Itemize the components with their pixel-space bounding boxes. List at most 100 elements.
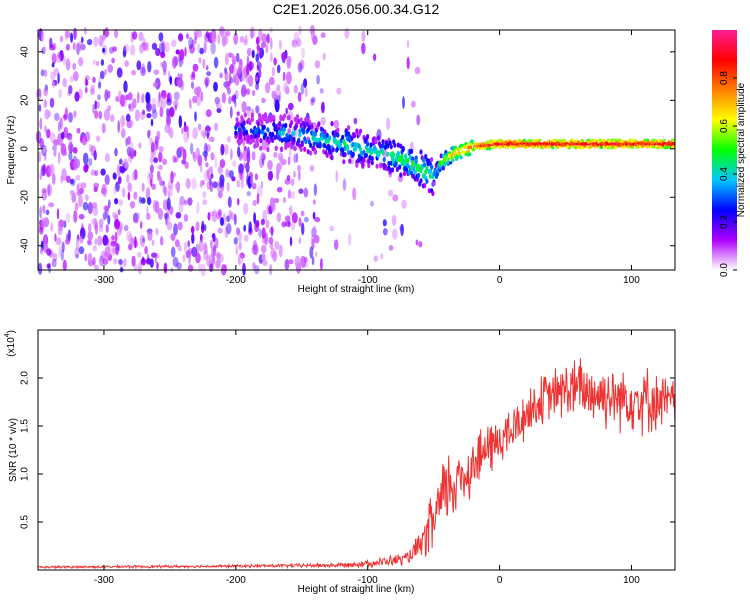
spectrogram-cell <box>74 91 80 102</box>
spectrogram-cell <box>110 243 116 256</box>
spectrogram-cell <box>313 148 317 155</box>
spectrogram-cell <box>345 136 349 142</box>
spectrogram-cell <box>118 258 123 265</box>
spectrogram-cell <box>251 244 258 255</box>
spectrogram-y-ticks: -40 -20 0 20 40 <box>20 46 675 253</box>
spectrogram-cell <box>104 152 111 163</box>
spectrogram-cell <box>39 206 42 219</box>
spectrogram-cell <box>658 142 660 146</box>
spectrogram-cell <box>352 187 357 201</box>
spectrogram-cell <box>162 199 169 211</box>
spectrogram-cell <box>376 135 380 141</box>
spectrogram-cell <box>375 163 379 169</box>
spectrogram-cell <box>176 262 182 270</box>
spectrogram-cell <box>137 212 141 220</box>
spectrogram-cell <box>178 146 185 152</box>
spectrogram-cell <box>65 58 71 71</box>
spectrogram-cell <box>239 252 245 259</box>
spectrogram-cell <box>446 160 450 164</box>
spectrogram-cell <box>230 212 235 221</box>
spectrogram-cell <box>261 253 266 261</box>
spectrogram-cell <box>293 84 298 94</box>
spectrogram-cell <box>320 32 326 38</box>
spectrogram-cell <box>202 150 209 157</box>
spectrogram-cell <box>187 240 190 248</box>
spectrogram-cell <box>95 60 100 67</box>
spectrogram-cell <box>46 248 52 256</box>
spectrogram-cell <box>373 255 379 262</box>
spectrogram-cell <box>129 148 135 159</box>
spectrogram-cell <box>347 150 351 156</box>
spectrogram-cell <box>292 39 298 48</box>
spectrogram-cell <box>81 36 84 44</box>
spectrogram-cell <box>590 142 593 146</box>
spectrogram-cell <box>612 142 614 146</box>
spectrogram-cell <box>575 142 577 146</box>
spectrogram-cell <box>152 199 158 212</box>
spectrogram-cell <box>399 143 403 149</box>
spectrogram-cell <box>238 254 244 265</box>
spectrogram-cell <box>265 82 271 94</box>
spectrogram-ylabel: Frequency (Hz) <box>6 116 17 185</box>
spectrogram-cell <box>60 175 64 184</box>
spectrogram-cell <box>329 225 335 232</box>
spectrogram-cell <box>291 212 298 224</box>
spectrogram-cell <box>166 216 171 224</box>
spectrogram-cell <box>304 216 309 223</box>
spectrogram-cell <box>312 141 316 147</box>
spectrogram-cell <box>639 144 643 148</box>
spectrogram-cell <box>244 129 249 136</box>
spectrogram-cell <box>225 168 230 178</box>
spectrogram-cell <box>175 49 180 55</box>
spectrogram-cell <box>105 237 110 246</box>
spectrogram-cell <box>206 65 209 71</box>
spectrogram-cell <box>153 69 160 75</box>
spectrogram-cell <box>252 262 256 270</box>
spectrogram-cell <box>187 197 193 206</box>
spectrogram-cell <box>366 141 370 147</box>
spectrogram-cell <box>241 86 246 98</box>
spectrogram-cell <box>278 90 282 102</box>
spectrogram-cell <box>191 233 195 244</box>
spectrogram-cell <box>191 246 198 258</box>
spectrogram-cell <box>128 103 132 110</box>
spectrogram-cell <box>151 97 157 109</box>
spectrogram-cell <box>93 150 97 161</box>
spectrogram-cell <box>447 151 452 155</box>
spectrogram-cell <box>489 143 492 147</box>
spectrogram-cell <box>259 145 263 151</box>
spectrogram-cell <box>57 72 60 84</box>
spectrogram-cell <box>201 220 205 230</box>
spectrogram-cell <box>58 121 61 133</box>
spectrogram-cell <box>72 62 77 71</box>
spectrogram-cell <box>52 173 56 185</box>
spectrogram-cell <box>46 263 51 269</box>
spectrogram-cell <box>184 161 189 169</box>
spectrogram-cell <box>52 145 57 152</box>
spectrogram-cell <box>347 125 351 131</box>
spectrogram-cell <box>270 37 273 50</box>
spectrogram-cell <box>40 247 43 255</box>
spectrogram-cell <box>428 173 433 179</box>
spectrogram-cell <box>358 128 363 134</box>
spectrogram-cell <box>147 129 151 139</box>
spectrogram-cell <box>151 252 157 258</box>
spectrogram-cell <box>190 225 195 234</box>
spectrogram-cell <box>205 31 210 39</box>
spectrogram-cell <box>253 143 257 149</box>
spectrogram-cell <box>107 199 111 209</box>
spectrogram-cell <box>84 131 91 143</box>
x-tick-label: 0 <box>497 575 503 586</box>
spectrogram-cell <box>68 85 73 95</box>
spectrogram-cell <box>179 195 185 206</box>
spectrogram-cell <box>312 211 316 220</box>
spectrogram-cell <box>231 95 235 102</box>
spectrogram-cell <box>388 167 392 173</box>
spectrogram-cell <box>411 156 415 162</box>
spectrogram-cell <box>111 57 115 64</box>
spectrogram-cell <box>303 187 309 198</box>
spectrogram-cell <box>177 221 183 231</box>
spectrogram-cell <box>94 222 99 235</box>
spectrogram-cell <box>138 31 144 42</box>
spectrogram-cell <box>262 124 266 130</box>
